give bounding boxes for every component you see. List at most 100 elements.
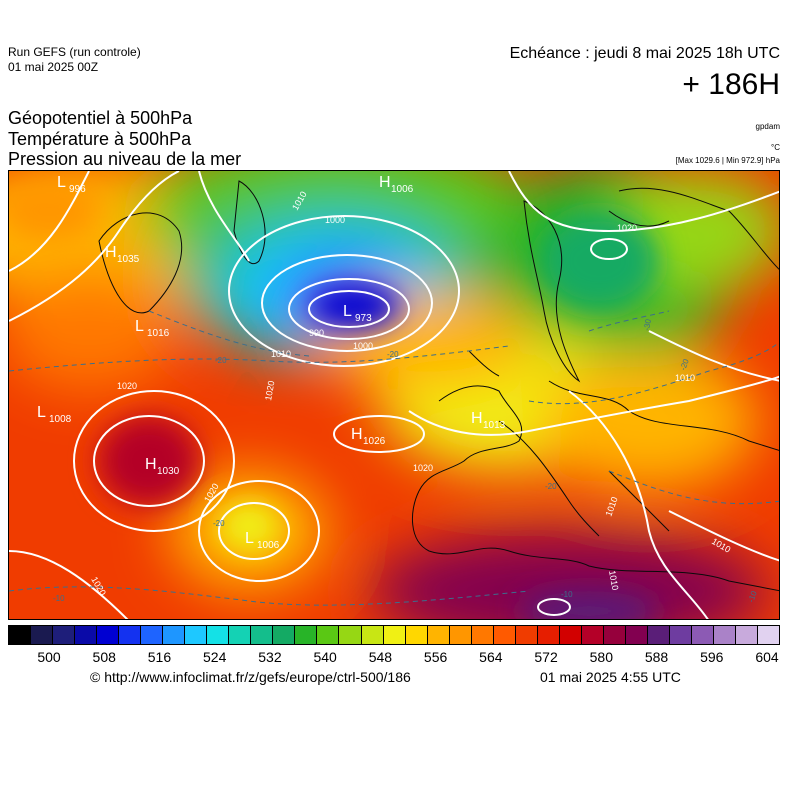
isotherm-label: -10 bbox=[53, 594, 65, 603]
isobar-label: 1020 bbox=[413, 463, 433, 473]
colorbar-swatch bbox=[714, 626, 737, 644]
isotherms bbox=[9, 310, 779, 606]
svg-text:L: L bbox=[343, 303, 352, 320]
colorbar-swatch bbox=[383, 626, 406, 644]
colorbar-swatch bbox=[185, 626, 208, 644]
colorbar-swatch bbox=[317, 626, 340, 644]
colorbar-swatch bbox=[251, 626, 274, 644]
run-name: Run GEFS (run controle) bbox=[8, 45, 141, 59]
isobar-label: 1020 bbox=[117, 381, 137, 391]
colorbar-tick-label: 580 bbox=[589, 649, 613, 665]
colorbar-swatch bbox=[361, 626, 384, 644]
generation-timestamp: 01 mai 2025 4:55 UTC bbox=[540, 669, 681, 685]
lead-time: + 186H bbox=[682, 68, 780, 101]
title-pressure: Pression au niveau de la mer bbox=[8, 149, 242, 169]
svg-text:996: 996 bbox=[69, 184, 86, 195]
colorbar-swatch bbox=[295, 626, 318, 644]
colorbar-tick-label: 548 bbox=[368, 649, 393, 665]
pressure-center: L 1016 bbox=[135, 318, 170, 339]
colorbar-swatch bbox=[647, 626, 670, 644]
colorbar-tick-label: 532 bbox=[258, 649, 282, 665]
colorbar-swatch bbox=[339, 626, 362, 644]
isotherm-label: -30 bbox=[642, 318, 653, 331]
run-date: 01 mai 2025 00Z bbox=[8, 60, 99, 74]
isobar-label: 1020 bbox=[263, 380, 276, 401]
colorbar-swatch bbox=[603, 626, 626, 644]
pressure-center: H 1026 bbox=[351, 426, 386, 447]
isobars bbox=[9, 171, 779, 619]
svg-text:1013: 1013 bbox=[483, 420, 506, 431]
forecast-valid-time: Echéance : jeudi 8 mai 2025 18h UTC bbox=[509, 45, 780, 62]
map-svg: H 1035 L 996 L 1016 L 1008 H 1030 L 1006 H 1026… bbox=[9, 171, 779, 619]
pressure-center: L 996 bbox=[57, 174, 86, 195]
svg-text:1006: 1006 bbox=[257, 540, 280, 551]
coastlines bbox=[98, 180, 779, 592]
svg-text:L: L bbox=[245, 530, 254, 547]
pressure-center: H 1006 bbox=[379, 174, 414, 195]
svg-text:L: L bbox=[37, 404, 46, 421]
colorbar-swatch bbox=[691, 626, 714, 644]
isobar-label: 1010 bbox=[675, 373, 695, 383]
colorbar-tick-label: 572 bbox=[534, 649, 558, 665]
colorbar-swatch bbox=[449, 626, 472, 644]
pressure-center: H 1035 bbox=[105, 244, 140, 265]
colorbar-tick-label: 508 bbox=[92, 649, 116, 665]
colorbar-swatch bbox=[625, 626, 648, 644]
colorbar-swatch bbox=[559, 626, 582, 644]
colorbar-tick-label: 564 bbox=[479, 649, 503, 665]
svg-text:H: H bbox=[105, 244, 117, 261]
max-min-pressure: [Max 1029.6 | Min 972.9] hPa bbox=[675, 156, 780, 165]
colorbar-swatch bbox=[163, 626, 186, 644]
pressure-center: L 1006 bbox=[245, 530, 280, 551]
isotherm-label: -20 bbox=[213, 519, 225, 528]
colorbar-swatch bbox=[515, 626, 538, 644]
colorbar-swatch bbox=[273, 626, 296, 644]
pressure-center: H 1030 bbox=[145, 456, 180, 477]
isobar-label: 1000 bbox=[325, 215, 345, 225]
colorbar-tick-label: 596 bbox=[700, 649, 724, 665]
colorbar-tick-label: 500 bbox=[37, 649, 61, 665]
colorbar-swatch bbox=[405, 626, 428, 644]
pressure-center: L 1008 bbox=[37, 404, 72, 425]
isobar-label: 1010 bbox=[607, 570, 620, 591]
colorbar-swatch bbox=[53, 626, 76, 644]
colorbar-swatch bbox=[229, 626, 252, 644]
colorbar-ticks: 500 508 516 524 532 540 548 556 564 572 580 588 596 6… bbox=[8, 649, 780, 667]
colorbar-swatch bbox=[9, 626, 32, 644]
colorbar-swatch bbox=[758, 626, 780, 644]
colorbar-swatch bbox=[669, 626, 692, 644]
geopotential-core-shading bbox=[9, 181, 659, 619]
colorbar-swatch bbox=[207, 626, 230, 644]
isotherm-label: -20 bbox=[545, 482, 557, 491]
colorbar-swatch bbox=[427, 626, 450, 644]
colorbar-tick-label: 556 bbox=[423, 649, 448, 665]
isotherm-label: -20 bbox=[215, 356, 227, 365]
svg-text:1030: 1030 bbox=[157, 466, 180, 477]
svg-text:1006: 1006 bbox=[391, 184, 414, 195]
svg-text:1008: 1008 bbox=[49, 414, 72, 425]
svg-text:L: L bbox=[135, 318, 144, 335]
svg-text:H: H bbox=[379, 174, 391, 191]
source-credit: © http://www.infoclimat.fr/z/gefs/europe… bbox=[90, 669, 411, 685]
isobar-label: 990 bbox=[309, 328, 324, 338]
svg-text:H: H bbox=[145, 456, 157, 473]
colorbar-swatch bbox=[581, 626, 604, 644]
colorbar-tick-label: 604 bbox=[755, 649, 779, 665]
geopotential-shading bbox=[9, 171, 779, 619]
colorbar-swatch bbox=[537, 626, 560, 644]
svg-text:1035: 1035 bbox=[117, 254, 140, 265]
svg-text:1026: 1026 bbox=[363, 436, 386, 447]
colorbar-swatch bbox=[471, 626, 494, 644]
isotherm-label: -20 bbox=[387, 350, 399, 359]
svg-text:H: H bbox=[351, 426, 363, 443]
colorbar-swatch bbox=[119, 626, 142, 644]
svg-text:973: 973 bbox=[355, 313, 372, 324]
svg-text:L: L bbox=[57, 174, 66, 191]
colorbar-tick-label: 524 bbox=[203, 649, 227, 665]
svg-text:1016: 1016 bbox=[147, 328, 170, 339]
isotherm-label: -20 bbox=[678, 357, 691, 371]
title-geopotential: Géopotentiel à 500hPa bbox=[8, 108, 193, 128]
svg-text:H: H bbox=[471, 410, 483, 427]
unit-gpdam: gpdam bbox=[755, 122, 780, 131]
isobar-label: 1010 bbox=[271, 349, 291, 359]
